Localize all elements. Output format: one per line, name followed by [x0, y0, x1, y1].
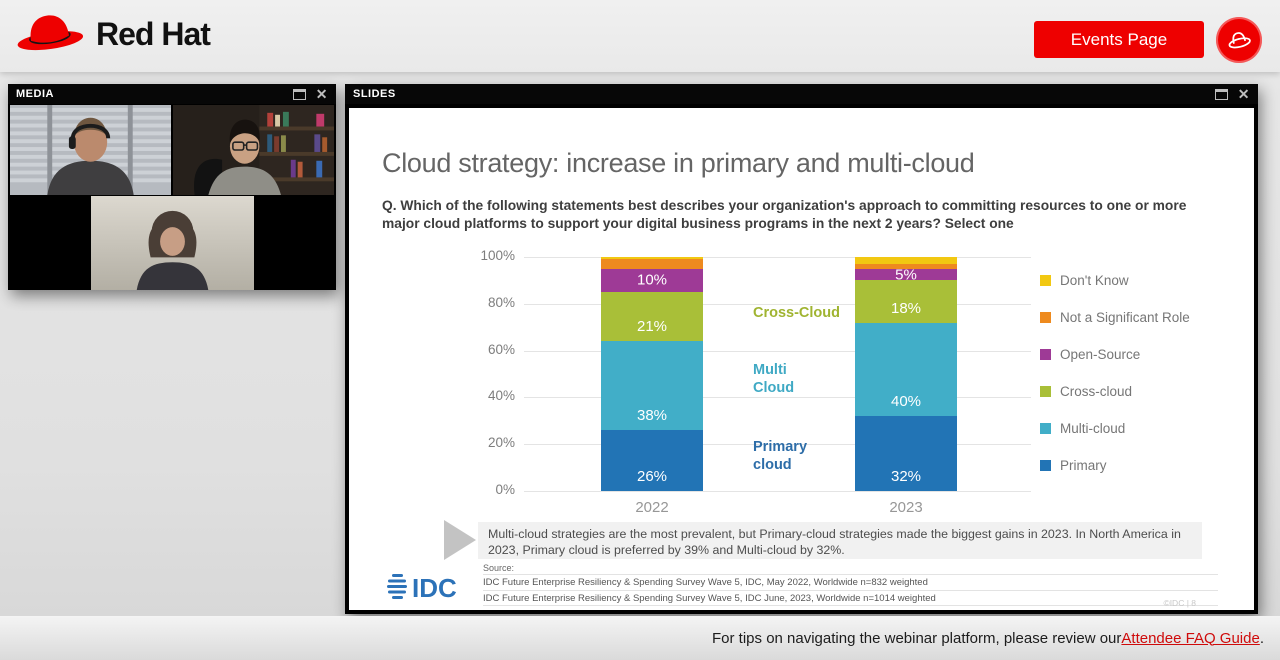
gridline — [524, 397, 1031, 399]
source-line: IDC Future Enterprise Resiliency & Spend… — [483, 574, 1218, 590]
y-tick-label: 100% — [480, 248, 515, 263]
video-participant-2 — [173, 105, 334, 195]
footer-suffix: . — [1259, 629, 1264, 647]
bar-segment-cross-cloud: 21% — [601, 292, 703, 342]
idc-logo-text: IDC — [412, 573, 457, 603]
slide-question: Q. Which of the following statements bes… — [382, 198, 1187, 232]
legend-swatch — [1040, 311, 1051, 323]
bar-value-label: 21% — [636, 318, 668, 336]
redhat-logo: Red Hat — [14, 8, 211, 60]
bar-segment-multi-cloud: 38% — [601, 341, 703, 431]
legend-label: Not a Significant Role — [1060, 309, 1190, 325]
chart-y-axis: 0% 20% 40% 60% 80% 100% — [459, 248, 515, 497]
legend-swatch — [1040, 348, 1051, 360]
close-icon[interactable]: ✕ — [1237, 86, 1250, 102]
slide-title: Cloud strategy: increase in primary and … — [382, 148, 975, 178]
y-tick-label: 60% — [487, 341, 515, 357]
brand-name: Red Hat — [96, 15, 211, 52]
slides-titlebar: SLIDES ✕ — [345, 84, 1258, 104]
events-page-button[interactable]: Events Page — [1034, 21, 1204, 58]
note-arrow-icon — [444, 520, 476, 560]
redhat-fedora-icon — [17, 15, 84, 51]
chart-plot: 26% 38% 21% 10% 2022 32% 40% 18% 5% 2023 Cross-Clo… — [524, 257, 1031, 516]
x-category-label: 2023 — [889, 499, 923, 516]
gridline — [524, 444, 1031, 446]
legend-item: Open-Source — [1040, 346, 1190, 362]
bar-value-label: 5% — [895, 266, 917, 284]
legend-label: Primary — [1060, 457, 1107, 473]
bar-segment-open-source: 5% — [855, 266, 957, 284]
fedora-outline-icon — [1228, 32, 1251, 49]
x-category-label: 2022 — [635, 499, 669, 516]
slides-panel: SLIDES ✕ Cloud strategy: increase in pri… — [345, 84, 1258, 614]
bar-value-label: 10% — [636, 271, 668, 289]
legend-item: Don't Know — [1040, 272, 1190, 288]
gridline — [524, 350, 1031, 352]
source-list: IDC Future Enterprise Resiliency & Spend… — [483, 574, 1218, 606]
legend-item: Not a Significant Role — [1040, 309, 1190, 325]
legend-swatch — [1040, 385, 1051, 397]
legend-label: Don't Know — [1060, 272, 1129, 288]
presenter-with-headset — [10, 105, 171, 195]
slide-canvas: Cloud strategy: increase in primary and … — [349, 108, 1254, 610]
legend-label: Open-Source — [1060, 346, 1141, 362]
footer-bar: For tips on navigating the webinar platf… — [0, 616, 1280, 660]
legend-label: Cross-cloud — [1060, 383, 1133, 399]
bar-segment-don-t-know — [855, 257, 957, 265]
slide-page-marker: ©IDC | 8 — [1163, 598, 1196, 608]
bar-segment-multi-cloud: 40% — [855, 322, 957, 417]
presenter-with-glasses — [173, 105, 334, 195]
bar-value-label: 32% — [890, 468, 922, 485]
media-panel-title: MEDIA — [16, 88, 54, 100]
series-annotation: Multi Cloud — [753, 361, 795, 396]
series-annotation: Cross-Cloud — [753, 305, 840, 322]
media-panel: MEDIA ✕ — [8, 84, 336, 290]
y-tick-label: 80% — [487, 294, 515, 310]
bar-segment-primary: 26% — [601, 430, 703, 491]
bar-value-label: 38% — [636, 407, 668, 425]
bar-segment-don-t-know — [601, 257, 703, 260]
legend-swatch — [1040, 459, 1051, 471]
gridline — [524, 303, 1031, 305]
series-annotation: Primary cloud — [753, 438, 808, 473]
legend-item: Multi-cloud — [1040, 420, 1190, 436]
bar-value-label: 26% — [636, 468, 668, 485]
media-titlebar: MEDIA ✕ — [8, 84, 336, 104]
bar-value-label: 18% — [890, 299, 922, 317]
bar-segment-not-a-significant-role — [601, 259, 703, 269]
page-header: Red Hat Events Page — [0, 0, 1280, 72]
y-tick-label: 40% — [487, 388, 515, 404]
maximize-icon[interactable] — [1214, 88, 1228, 100]
close-icon[interactable]: ✕ — [315, 86, 328, 102]
source-line: IDC Future Enterprise Resiliency & Spend… — [483, 590, 1218, 606]
maximize-icon[interactable] — [292, 88, 306, 100]
chart-legend: Don't Know Not a Significant Role Open-Sou… — [1040, 272, 1190, 494]
redhat-menu-button[interactable] — [1216, 17, 1262, 63]
slides-panel-title: SLIDES — [353, 88, 396, 100]
legend-label: Multi-cloud — [1060, 420, 1126, 436]
bar-segment-cross-cloud: 18% — [855, 280, 957, 323]
video-grid — [8, 104, 336, 290]
attendee-faq-link[interactable]: Attendee FAQ Guide — [1121, 629, 1260, 647]
video-participant-3 — [90, 196, 254, 290]
source-label: Source: — [483, 563, 515, 573]
legend-swatch — [1040, 422, 1051, 434]
presenter-with-curly-hair — [90, 196, 254, 290]
bar-value-label: 40% — [890, 393, 922, 411]
gridline — [524, 491, 1031, 492]
bar-segment-primary: 32% — [855, 416, 957, 491]
bar-segment-not-a-significant-role — [855, 264, 957, 269]
legend-item: Primary — [1040, 457, 1190, 473]
slide-note: Multi-cloud strategies are the most prev… — [478, 522, 1202, 559]
video-participant-1 — [10, 105, 171, 195]
y-tick-label: 20% — [487, 435, 515, 451]
gridline — [524, 257, 1031, 258]
footer-text: For tips on navigating the webinar platf… — [712, 629, 1122, 647]
idc-logo: IDC — [383, 568, 467, 609]
y-tick-label: 0% — [495, 482, 515, 497]
bar-segment-open-source: 10% — [601, 268, 703, 293]
legend-swatch — [1040, 274, 1051, 286]
legend-item: Cross-cloud — [1040, 383, 1190, 399]
